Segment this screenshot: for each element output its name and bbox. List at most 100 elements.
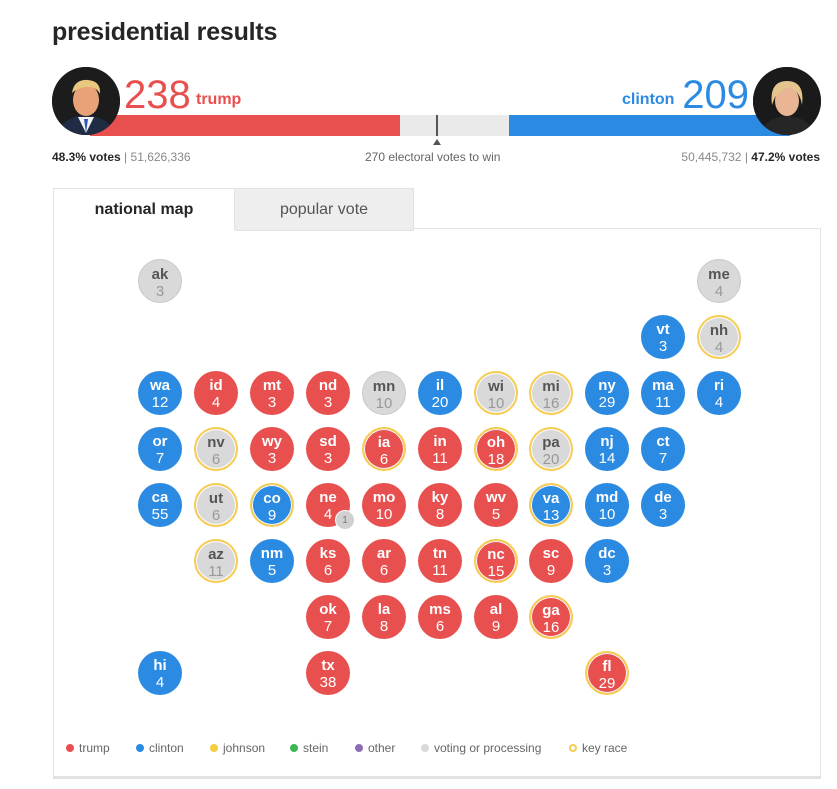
state-tile-ky[interactable]: ky 8: [418, 483, 462, 527]
state-abbr: md: [595, 489, 619, 506]
state-tile-ny[interactable]: ny 29: [585, 371, 629, 415]
state-tile-nj[interactable]: nj 14: [585, 427, 629, 471]
state-tile-sc[interactable]: sc 9: [529, 539, 573, 583]
state-tile-nc[interactable]: nc 15: [474, 539, 518, 583]
legend-item-key-race: key race: [569, 741, 627, 755]
state-tile-md[interactable]: md 10: [585, 483, 629, 527]
state-tile-ut[interactable]: ut 6: [194, 483, 238, 527]
state-tile-ri[interactable]: ri 4: [697, 371, 741, 415]
state-abbr: ar: [376, 545, 392, 562]
clinton-vote-summary: 50,445,732 | 47.2% votes: [681, 150, 820, 164]
state-tile-mi[interactable]: mi 16: [529, 371, 573, 415]
state-tile-me[interactable]: me 4: [697, 259, 741, 303]
state-tile-az[interactable]: az 11: [194, 539, 238, 583]
trump-popular-votes: 51,626,336: [130, 150, 191, 164]
state-tile-va[interactable]: va 13: [529, 483, 573, 527]
state-electoral-votes: 6: [379, 562, 389, 579]
legend-dot-icon: [210, 744, 218, 752]
trump-photo: [52, 67, 120, 135]
state-tile-co[interactable]: co 9: [250, 483, 294, 527]
state-electoral-votes: 10: [487, 395, 505, 412]
state-electoral-votes: 38: [319, 674, 337, 691]
state-tile-la[interactable]: la 8: [362, 595, 406, 639]
state-tile-de[interactable]: de 3: [641, 483, 685, 527]
state-tile-pa[interactable]: pa 20: [529, 427, 573, 471]
state-tile-ia[interactable]: ia 6: [362, 427, 406, 471]
state-electoral-votes: 4: [714, 283, 724, 300]
legend-label: clinton: [149, 741, 184, 755]
state-tile-al[interactable]: al 9: [474, 595, 518, 639]
tab-popular-vote[interactable]: popular vote: [234, 188, 414, 231]
state-tile-ak[interactable]: ak 3: [138, 259, 182, 303]
state-abbr: hi: [153, 657, 167, 674]
state-abbr: al: [489, 601, 503, 618]
state-tile-vt[interactable]: vt 3: [641, 315, 685, 359]
state-tile-in[interactable]: in 11: [418, 427, 462, 471]
state-tile-fl[interactable]: fl 29: [585, 651, 629, 695]
state-tile-dc[interactable]: dc 3: [585, 539, 629, 583]
state-tile-mt[interactable]: mt 3: [250, 371, 294, 415]
state-tile-ar[interactable]: ar 6: [362, 539, 406, 583]
state-abbr: ma: [652, 377, 674, 394]
state-abbr: sd: [319, 433, 337, 450]
state-electoral-votes: 8: [379, 618, 389, 635]
state-electoral-votes: 3: [267, 394, 277, 411]
state-tile-nv[interactable]: nv 6: [194, 427, 238, 471]
state-tile-ok[interactable]: ok 7: [306, 595, 350, 639]
state-tile-wy[interactable]: wy 3: [250, 427, 294, 471]
state-abbr: ky: [431, 489, 449, 506]
state-abbr: fl: [602, 658, 612, 675]
clinton-portrait-icon: [753, 67, 821, 135]
state-tile-id[interactable]: id 4: [194, 371, 238, 415]
state-electoral-votes: 4: [714, 339, 724, 356]
state-abbr: ks: [319, 545, 337, 562]
state-electoral-votes: 29: [598, 394, 616, 411]
state-abbr: sc: [542, 545, 560, 562]
legend-ring-icon: [569, 744, 577, 752]
state-tile-sd[interactable]: sd 3: [306, 427, 350, 471]
state-tile-ct[interactable]: ct 7: [641, 427, 685, 471]
legend-label: voting or processing: [434, 741, 542, 755]
state-tile-mo[interactable]: mo 10: [362, 483, 406, 527]
state-abbr: tn: [432, 545, 448, 562]
legend-label: johnson: [223, 741, 266, 755]
state-abbr: nd: [318, 377, 338, 394]
state-electoral-votes: 55: [151, 506, 169, 523]
legend-dot-icon: [66, 744, 74, 752]
state-tile-tx[interactable]: tx 38: [306, 651, 350, 695]
state-electoral-votes: 3: [155, 283, 165, 300]
state-tile-nh[interactable]: nh 4: [697, 315, 741, 359]
state-abbr: nc: [487, 546, 505, 563]
state-tile-ga[interactable]: ga 16: [529, 595, 573, 639]
state-tile-oh[interactable]: oh 18: [474, 427, 518, 471]
state-abbr: nv: [207, 434, 225, 451]
clinton-photo: [753, 67, 821, 135]
state-tile-wv[interactable]: wv 5: [474, 483, 518, 527]
state-abbr: id: [209, 377, 223, 394]
trump-name-label: trump: [196, 91, 242, 108]
state-tile-tn[interactable]: tn 11: [418, 539, 462, 583]
state-tile-ms[interactable]: ms 6: [418, 595, 462, 639]
state-abbr: nh: [709, 322, 729, 339]
legend-dot-icon: [355, 744, 363, 752]
state-tile-ks[interactable]: ks 6: [306, 539, 350, 583]
state-abbr: de: [654, 489, 672, 506]
state-electoral-votes: 7: [155, 450, 165, 467]
state-tile-ma[interactable]: ma 11: [641, 371, 685, 415]
tab-national-map[interactable]: national map: [53, 188, 235, 231]
ne-split-vote-badge: 1: [335, 510, 355, 530]
state-electoral-votes: 16: [542, 619, 560, 636]
state-tile-wi[interactable]: wi 10: [474, 371, 518, 415]
state-tile-ca[interactable]: ca 55: [138, 483, 182, 527]
state-tile-nd[interactable]: nd 3: [306, 371, 350, 415]
state-electoral-votes: 5: [267, 562, 277, 579]
state-electoral-votes: 20: [542, 451, 560, 468]
state-tile-nm[interactable]: nm 5: [250, 539, 294, 583]
state-tile-hi[interactable]: hi 4: [138, 651, 182, 695]
state-tile-mn[interactable]: mn 10: [362, 371, 406, 415]
state-tile-wa[interactable]: wa 12: [138, 371, 182, 415]
state-electoral-votes: 11: [655, 394, 671, 411]
state-tile-or[interactable]: or 7: [138, 427, 182, 471]
state-tile-il[interactable]: il 20: [418, 371, 462, 415]
trump-portrait-icon: [52, 67, 120, 135]
